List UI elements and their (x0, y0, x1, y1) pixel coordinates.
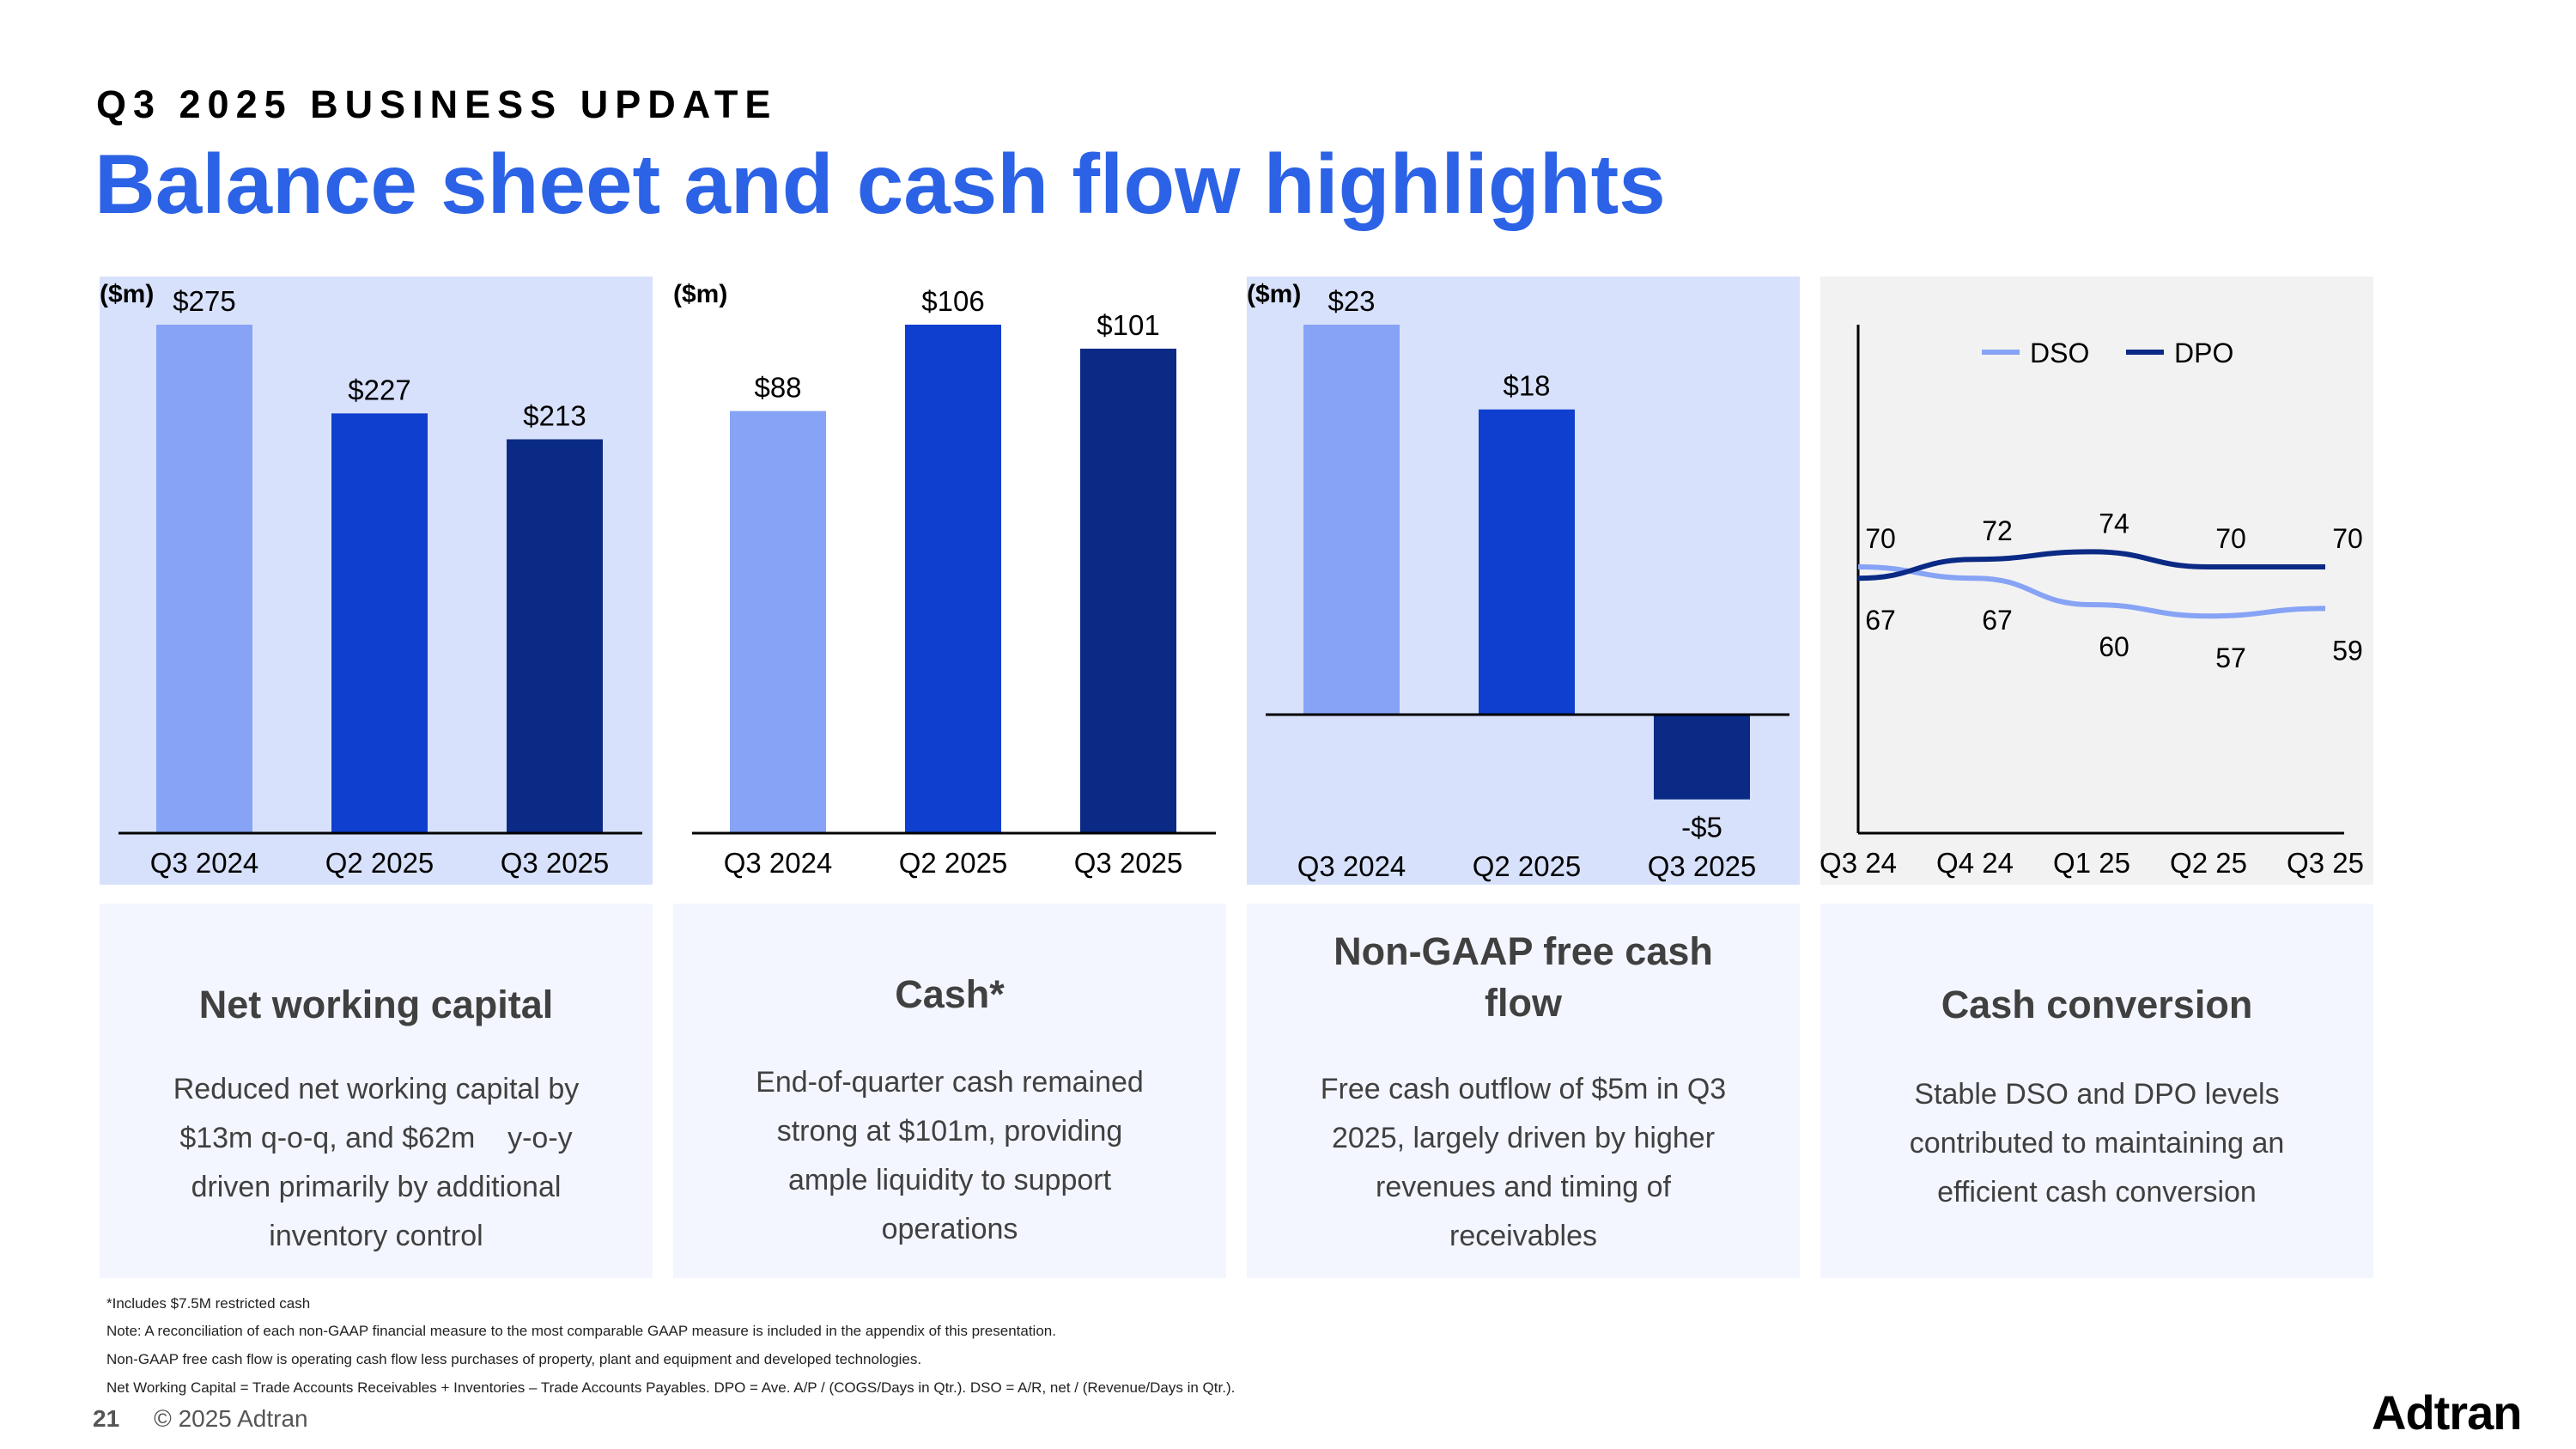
dpo-data-label: 67 (1865, 605, 1896, 636)
unit-label: ($m) (1247, 280, 1301, 308)
unit-label: ($m) (673, 280, 727, 308)
card-net-working-capital: Net working capital Reduced net working … (100, 904, 653, 1278)
category-label: Q3 2025 (501, 847, 610, 879)
card-title: Net working capital (198, 983, 554, 1026)
net-working-capital-chart: ($m) $275 Q3 2024 $227 Q2 2025 $213 Q3 2025 (100, 280, 642, 879)
card-line: receivables (1449, 1220, 1597, 1252)
card-line: Stable DSO and DPO levels (1914, 1078, 2280, 1111)
card-line: operations (881, 1213, 1018, 1245)
dso-data-label: 67 (1982, 605, 2013, 636)
data-label: -$5 (1681, 812, 1722, 843)
dpo-data-label: 70 (2332, 523, 2363, 554)
page-number: 21 (93, 1405, 120, 1432)
card-line: Free cash outflow of $5m in Q3 (1320, 1073, 1727, 1105)
dpo-data-label: 70 (2215, 523, 2246, 554)
dso-data-label: 57 (2215, 642, 2246, 673)
card-line: 2025, largely driven by higher (1331, 1122, 1716, 1154)
card-cash-conversion: Cash conversion Stable DSO and DPO level… (1820, 904, 2373, 1278)
cash-conversion-panel: Q3 24 Q4 24 Q1 25 Q2 25 Q3 25 70 67 60 57 59 67 72 7… (1820, 277, 2373, 885)
category-label: Q1 25 (2053, 847, 2130, 879)
category-label: Q2 2025 (899, 847, 1008, 879)
data-label: $106 (921, 285, 984, 317)
footnote-reconciliation: Note: A reconciliation of each non-GAAP … (106, 1323, 1056, 1339)
bar-q3-2025 (507, 439, 603, 833)
card-line: revenues and timing of (1376, 1171, 1671, 1203)
card-line: inventory control (269, 1220, 483, 1252)
dso-data-label: 59 (2332, 635, 2363, 666)
category-label: Q2 2025 (325, 847, 434, 879)
bar-q3-2024 (730, 411, 826, 833)
data-label: $23 (1327, 285, 1375, 317)
card-text: Reduced net working capital by $13m q-o-… (160, 1065, 592, 1261)
bar-q2-2025 (905, 325, 1001, 833)
category-label: Q3 2024 (150, 847, 259, 879)
data-label: $213 (523, 399, 586, 431)
category-label: Q3 2024 (1297, 850, 1406, 882)
card-title: Non-GAAP free cash flow (1247, 926, 1800, 1029)
data-label: $88 (754, 372, 801, 404)
card-line: efficient cash conversion (1937, 1176, 2257, 1209)
data-label: $227 (348, 374, 410, 405)
bar-q3-2024 (156, 325, 252, 833)
unit-label: ($m) (100, 280, 154, 308)
dso-dpo-chart: Q3 24 Q4 24 Q1 25 Q2 25 Q3 25 70 67 60 57 59 67 72 7… (1820, 325, 2364, 879)
page-title: Balance sheet and cash flow highlights (94, 137, 1666, 231)
adtran-logo: Adtran (2372, 1385, 2522, 1440)
bar-q3-2025 (1654, 715, 1750, 800)
card-text: Free cash outflow of $5m in Q3 2025, lar… (1307, 1065, 1740, 1261)
card-line: driven primarily by additional (191, 1171, 562, 1203)
card-line: strong at $101m, providing (776, 1115, 1123, 1148)
category-label: Q3 2024 (724, 847, 833, 879)
bar-q3-2025 (1080, 348, 1176, 833)
dpo-data-label: 72 (1982, 515, 2013, 546)
cash-panel: ($m) $88 Q3 2024 $106 Q2 2025 $101 Q3 2025 (673, 277, 1226, 885)
cash-chart: ($m) $88 Q3 2024 $106 Q2 2025 $101 Q3 2025 (673, 280, 1216, 879)
card-text: Stable DSO and DPO levels contributed to… (1880, 1070, 2313, 1217)
footnote-fcf-definition: Non-GAAP free cash flow is operating cas… (106, 1351, 922, 1367)
data-label: $18 (1503, 370, 1550, 402)
data-label: $101 (1097, 309, 1159, 341)
legend-dpo-label: DPO (2174, 338, 2233, 368)
category-label: Q3 25 (2287, 847, 2364, 879)
card-free-cash-flow: Non-GAAP free cash flow Free cash outflo… (1247, 904, 1800, 1278)
footnote-definitions: Net Working Capital = Trade Accounts Rec… (106, 1379, 1236, 1396)
category-label: Q2 25 (2170, 847, 2247, 879)
category-label: Q2 2025 (1473, 850, 1582, 882)
card-title-line: flow (1485, 981, 1562, 1025)
dso-data-label: 60 (2099, 631, 2129, 662)
card-cash: Cash* End-of-quarter cash remained stron… (673, 904, 1226, 1278)
series-line-dpo (1857, 549, 2325, 581)
footer: 21 © 2025 Adtran (93, 1405, 308, 1433)
card-line: contributed to maintaining an (1909, 1127, 2285, 1160)
card-title-line: Non-GAAP free cash (1334, 929, 1713, 973)
net-working-capital-panel: ($m) $275 Q3 2024 $227 Q2 2025 $213 Q3 2025 (100, 277, 653, 885)
card-line: Reduced net working capital by (173, 1073, 580, 1105)
card-line: $13m q-o-q, and $62m y-o-y (179, 1122, 573, 1154)
eyebrow: Q3 2025 BUSINESS UPDATE (96, 82, 778, 126)
dso-data-label: 70 (1865, 523, 1896, 554)
category-label: Q3 2025 (1648, 850, 1757, 882)
category-label: Q4 24 (1936, 847, 2014, 879)
free-cash-flow-panel: ($m) $23 Q3 2024 $18 Q2 2025 -$5 Q3 2025 (1247, 277, 1800, 885)
dpo-data-label: 74 (2099, 508, 2129, 539)
category-label: Q3 24 (1820, 847, 1897, 879)
card-title: Cash conversion (1941, 983, 2253, 1026)
bar-q2-2025 (1479, 409, 1575, 715)
footnote-restricted-cash: *Includes $7.5M restricted cash (106, 1295, 311, 1312)
bar-q3-2024 (1303, 325, 1400, 715)
card-line: ample liquidity to support (787, 1164, 1112, 1196)
card-line: End-of-quarter cash remained (756, 1066, 1144, 1099)
data-label: $275 (173, 285, 235, 317)
free-cash-flow-chart: ($m) $23 Q3 2024 $18 Q2 2025 -$5 Q3 2025 (1247, 280, 1789, 882)
card-text: End-of-quarter cash remained strong at $… (733, 1058, 1166, 1254)
copyright: © 2025 Adtran (154, 1405, 308, 1432)
legend-dso-label: DSO (2030, 338, 2089, 368)
category-label: Q3 2025 (1074, 847, 1183, 879)
bar-q2-2025 (331, 413, 428, 833)
series-line-dso (1857, 564, 2326, 619)
card-title: Cash* (895, 972, 1005, 1016)
